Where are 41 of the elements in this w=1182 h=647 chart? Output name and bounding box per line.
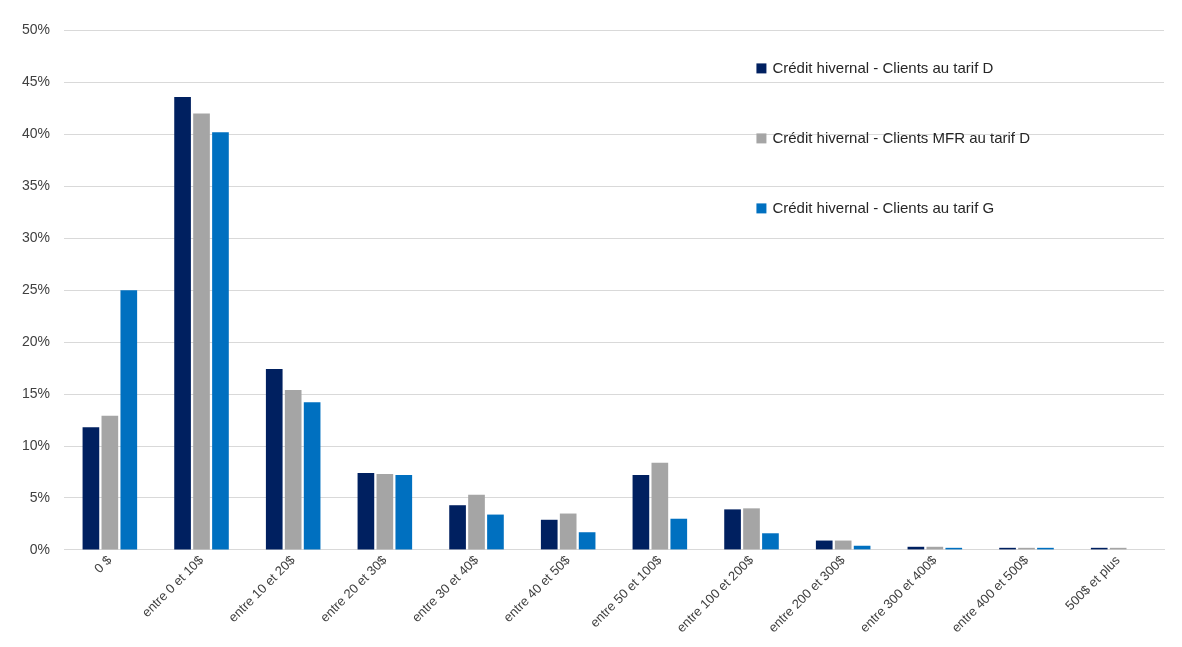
legend-label: Crédit hivernal - Clients MFR au tarif D (772, 128, 1031, 146)
bar (724, 509, 741, 550)
y-tick-label: 40% (21, 125, 51, 142)
bar (468, 494, 485, 550)
bar (578, 532, 596, 550)
bar (651, 462, 669, 550)
bar (101, 415, 119, 550)
bar (670, 518, 688, 550)
bar (743, 508, 760, 550)
bar (82, 427, 100, 550)
legend-label: Crédit hivernal - Clients au tarif G (772, 198, 995, 216)
y-tick-label: 0% (29, 540, 51, 557)
bar (212, 132, 229, 550)
bar (487, 514, 504, 550)
bar (449, 505, 466, 550)
x-tick-label: 0 $ (91, 551, 116, 576)
bar (193, 113, 210, 550)
bar (303, 402, 321, 550)
y-tick-label: 10% (21, 436, 51, 453)
y-tick-label: 50% (21, 21, 51, 38)
y-tick-label: 45% (21, 73, 51, 90)
bar (376, 474, 394, 550)
y-tick-label: 30% (21, 229, 51, 246)
bar (834, 540, 852, 550)
bar (540, 519, 558, 550)
legend-label: Crédit hivernal - Clients au tarif D (772, 58, 994, 76)
bar (815, 540, 833, 550)
bar (357, 473, 375, 550)
y-tick-label: 15% (21, 384, 51, 401)
bar (559, 513, 577, 550)
bar (174, 96, 191, 550)
bar (284, 389, 302, 550)
bar (632, 475, 650, 550)
bar (395, 475, 413, 550)
y-tick-label: 35% (21, 177, 51, 194)
bar (120, 290, 138, 550)
y-tick-label: 20% (21, 332, 51, 349)
bar (265, 369, 283, 550)
y-tick-label: 25% (21, 281, 51, 298)
bar (762, 533, 779, 550)
y-tick-label: 5% (29, 488, 51, 505)
